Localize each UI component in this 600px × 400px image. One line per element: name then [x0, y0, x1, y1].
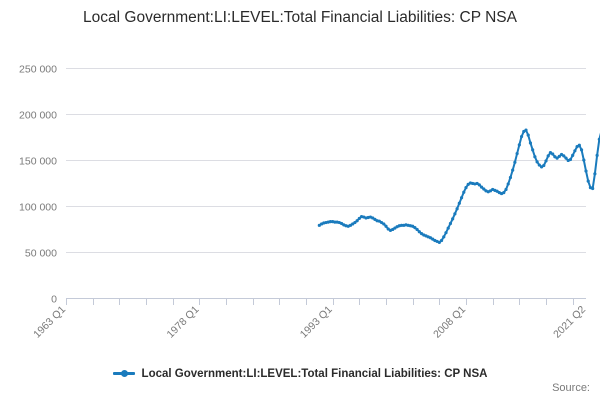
data-point-marker — [584, 169, 588, 173]
data-point-marker — [524, 128, 528, 132]
data-point-marker — [448, 221, 453, 226]
y-axis-tick-label: 0 — [51, 294, 57, 306]
data-point-marker — [457, 201, 461, 205]
data-point-marker — [597, 137, 600, 141]
y-axis-tick-label: 50 000 — [25, 248, 57, 260]
data-point-marker — [513, 160, 517, 164]
data-point-marker — [533, 155, 537, 159]
data-point-marker — [593, 172, 597, 176]
data-point-marker — [506, 182, 510, 186]
data-point-marker — [515, 151, 519, 156]
data-point-marker — [504, 187, 508, 192]
data-point-marker — [562, 154, 566, 158]
data-point-marker — [453, 212, 457, 216]
data-point-marker — [437, 240, 441, 244]
data-point-marker — [384, 224, 388, 228]
data-point-marker — [571, 153, 575, 157]
data-point-marker — [477, 183, 481, 187]
source-label: Source: — [552, 382, 590, 394]
data-point-marker — [502, 191, 506, 195]
data-point-marker — [526, 133, 530, 137]
x-axis-tick-label: 1978 Q1 — [164, 304, 201, 341]
legend-color-swatch — [112, 369, 135, 377]
data-point-marker — [464, 186, 468, 190]
data-point-marker — [399, 223, 404, 227]
data-point-marker — [508, 175, 513, 180]
data-point-marker — [568, 157, 573, 162]
data-point-marker — [591, 186, 595, 191]
data-point-marker — [519, 134, 524, 139]
data-point-marker — [462, 190, 466, 194]
data-point-marker — [353, 220, 357, 225]
legend-entry[interactable]: Local Government:LI:LEVEL:Total Financia… — [112, 367, 488, 380]
data-point-marker — [537, 163, 541, 167]
data-point-marker — [577, 143, 581, 147]
y-axis-tick-label: 200 000 — [19, 110, 57, 122]
x-axis-tick-label: 1963 Q1 — [31, 304, 68, 341]
data-point-marker — [455, 207, 459, 211]
data-point-marker — [417, 230, 421, 234]
data-point-marker — [446, 226, 450, 230]
data-point-marker — [482, 187, 486, 191]
data-point-marker — [582, 158, 586, 162]
data-point-marker — [459, 196, 464, 200]
data-point-marker — [415, 227, 419, 232]
y-axis-tick-label: 250 000 — [19, 64, 57, 76]
y-axis-tick-label: 100 000 — [19, 202, 57, 214]
data-point-marker — [555, 156, 559, 160]
data-point-marker — [442, 235, 446, 239]
data-point-marker — [439, 238, 444, 243]
data-point-marker — [328, 220, 333, 224]
data-point-marker — [511, 168, 515, 172]
data-point-marker — [413, 226, 417, 230]
legend-entry-label: Local Government:LI:LEVEL:Total Financia… — [141, 367, 488, 380]
data-point-marker — [579, 148, 584, 152]
x-axis-tick-label: 2021 Q2 — [551, 304, 588, 341]
data-point-marker — [535, 160, 539, 164]
data-point-marker — [479, 185, 484, 189]
data-point-marker — [355, 219, 359, 223]
chart-legend: Local Government:LI:LEVEL:Total Financia… — [0, 362, 600, 380]
x-axis-tick-label: 1993 Q1 — [298, 304, 335, 341]
data-point-marker — [517, 143, 521, 147]
data-point-marker — [531, 148, 535, 152]
data-point-marker — [557, 154, 561, 158]
y-axis-tick-label: 150 000 — [19, 156, 57, 168]
data-point-marker — [551, 152, 555, 156]
data-series-line — [318, 129, 600, 244]
data-point-marker — [564, 156, 568, 160]
data-point-marker — [444, 231, 448, 235]
chart-title: Local Government:LI:LEVEL:Total Financia… — [83, 9, 517, 26]
data-point-marker — [586, 179, 590, 183]
data-point-marker — [357, 216, 361, 221]
data-point-marker — [544, 159, 548, 163]
data-point-marker — [528, 141, 533, 145]
x-axis-tick-label: 2008 Q1 — [431, 304, 468, 341]
data-point-marker — [546, 154, 550, 158]
data-point-marker — [542, 163, 546, 168]
data-point-marker — [382, 222, 386, 226]
data-point-marker — [451, 217, 455, 221]
data-point-marker — [595, 153, 599, 157]
data-point-marker — [333, 220, 337, 224]
data-point-marker — [573, 149, 577, 153]
